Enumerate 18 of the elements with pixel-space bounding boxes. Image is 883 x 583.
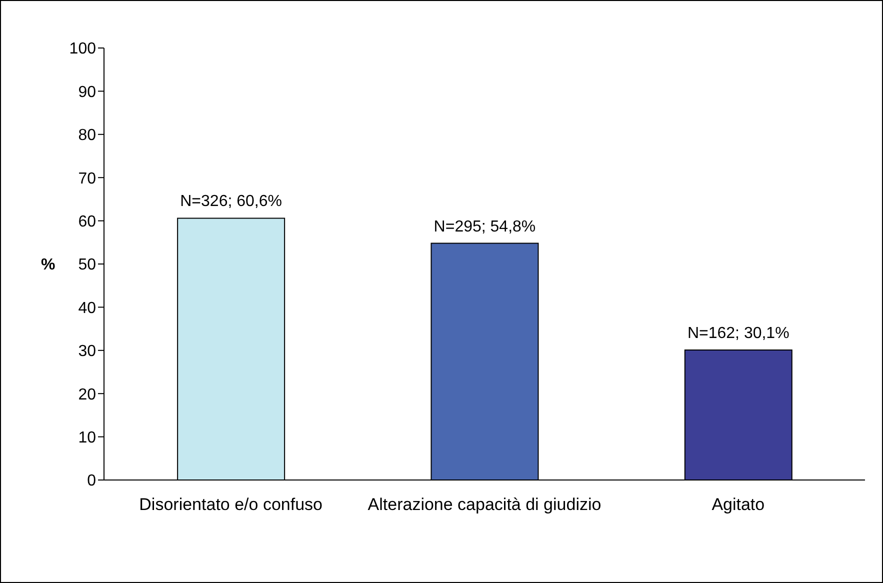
data-label: N=295; 54,8% [434,218,536,236]
y-tick-label: 100 [69,40,96,58]
y-tick-label: 80 [78,127,96,144]
y-tick-label: 30 [78,343,96,360]
y-tick-label: 0 [87,472,96,490]
x-tick-label: Alterazione capacità di giudizio [368,495,602,514]
x-tick-label: Disorientato e/o confuso [139,495,323,514]
y-tick-label: 40 [78,300,96,317]
y-tick-label: 20 [78,386,96,404]
y-tick-label: 70 [78,170,96,188]
data-label: N=162; 30,1% [687,324,790,342]
y-tick-label: 50 [78,256,96,274]
data-label: N=326; 60,6% [180,193,282,210]
y-axis-title: % [41,256,56,274]
x-tick-label: Agitato [712,495,765,514]
y-tick-label: 10 [78,429,96,446]
y-tick-label: 90 [78,84,96,101]
y-tick-label: 60 [78,213,96,230]
